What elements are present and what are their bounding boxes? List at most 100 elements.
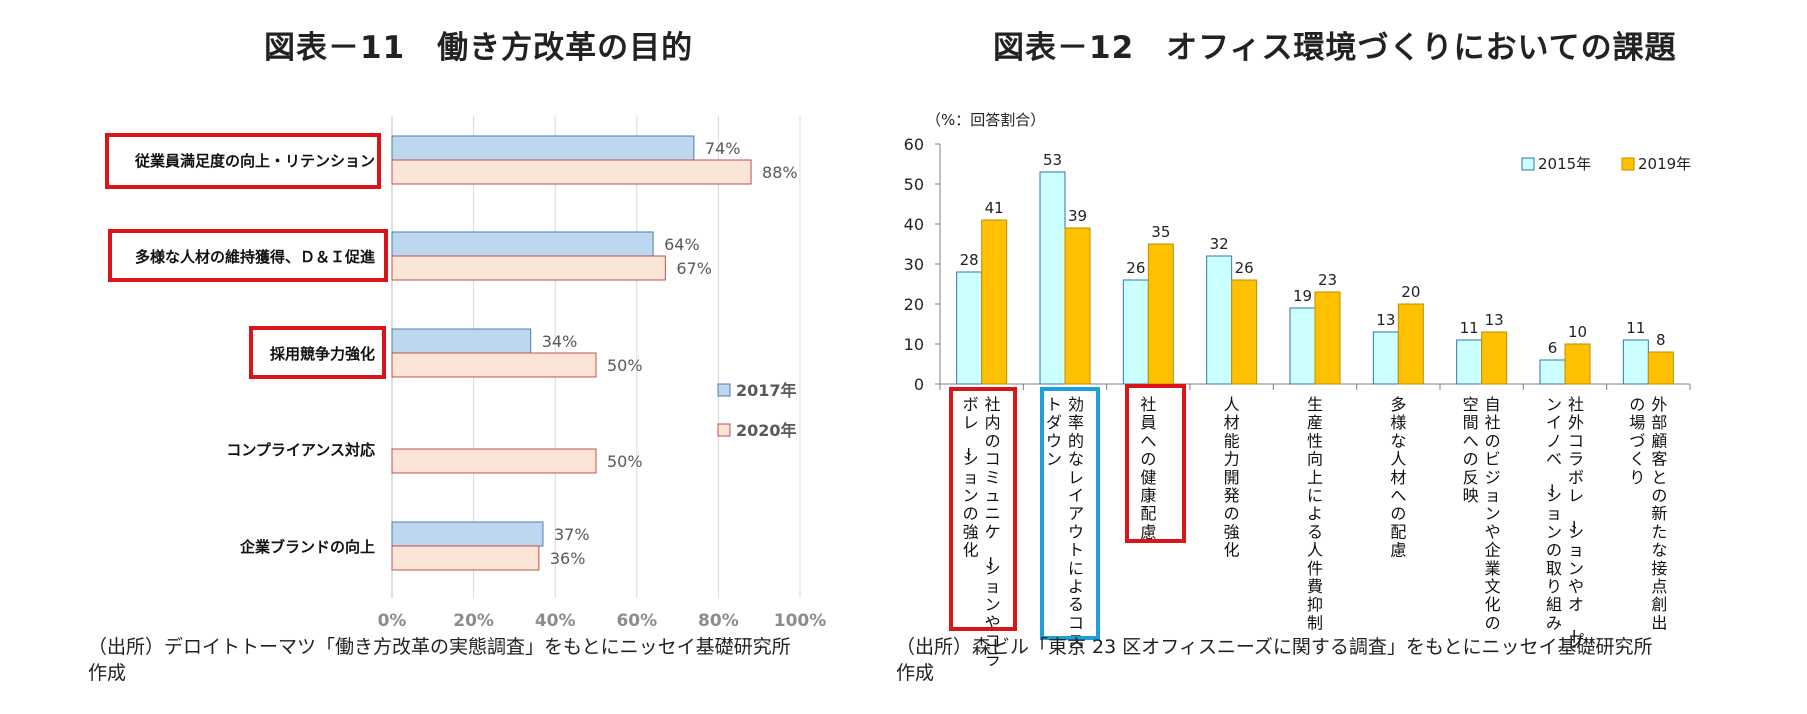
left-bar-2017年 — [391, 135, 695, 161]
left-bar-value-label: 74% — [705, 139, 741, 158]
right-chart-title: 図表－12 オフィス環境づくりにおいての課題 — [993, 30, 1677, 66]
left-category-label: コンプライアンス対応 — [226, 441, 375, 459]
right-y-tick-label: 20 — [904, 295, 924, 314]
right-bar-2015年 — [1289, 307, 1316, 385]
right-bar-2019年 — [1314, 291, 1341, 385]
right-category-label: 人材能力開発の強化 — [1224, 395, 1240, 560]
left-bar-2020年 — [391, 255, 666, 281]
left-x-tick-label: 80% — [698, 611, 739, 631]
right-highlight-box-red — [1125, 384, 1186, 543]
right-bar-value-label: 8 — [1656, 331, 1666, 349]
left-highlight-box — [105, 133, 381, 189]
right-bar-value-label: 13 — [1485, 311, 1504, 329]
right-bar-value-label: 32 — [1210, 235, 1229, 253]
right-bar-value-label: 35 — [1151, 223, 1170, 241]
right-bar-2019年 — [1231, 279, 1258, 385]
right-bar-2019年 — [1064, 227, 1091, 385]
left-bar-2017年 — [391, 328, 532, 354]
left-source-note: （出所）デロイトトーマツ「働き方改革の実態調査」をもとにニッセイ基礎研究所 作成 — [88, 634, 791, 686]
right-bar-value-label: 13 — [1376, 311, 1395, 329]
left-bar-value-label: 36% — [550, 549, 586, 568]
right-y-axis-unit: （%：回答割合） — [926, 111, 1045, 129]
left-category-label: 従業員満足度の向上・リテンション — [134, 152, 375, 170]
left-x-tick-label: 100% — [774, 611, 827, 631]
left-legend-swatch-2020 — [717, 423, 731, 437]
left-highlight-box — [249, 326, 386, 379]
right-y-tick-label: 10 — [904, 335, 924, 354]
right-category-label: ンイノベーションの取り組み — [1542, 395, 1562, 632]
right-y-tick-label: 60 — [904, 135, 924, 154]
right-bar-2019年 — [1647, 351, 1674, 385]
right-category-label: 効率的なレイアウトによるコス — [1068, 395, 1084, 651]
left-x-tick-label: 0% — [378, 611, 407, 631]
right-y-tick-label: 50 — [904, 175, 924, 194]
left-x-tick-label: 40% — [535, 611, 576, 631]
right-highlight-box-red — [949, 387, 1017, 631]
right-bar-2019年 — [1397, 303, 1424, 385]
right-bar-2015年 — [956, 271, 983, 385]
left-legend-label-2020: 2020年 — [736, 421, 797, 440]
right-category-label: 多様な人材への配慮 — [1390, 395, 1406, 560]
left-legend-swatch-2017 — [717, 383, 731, 397]
left-category-label: 多様な人材の維持獲得、Ｄ＆Ｉ促進 — [135, 248, 376, 266]
left-bar-value-label: 64% — [664, 235, 700, 254]
right-bar-value-label: 26 — [1235, 259, 1254, 277]
left-bar-2020年 — [391, 352, 597, 378]
right-category-label: トダウン — [1046, 395, 1062, 469]
right-bar-value-label: 28 — [960, 251, 979, 269]
left-bar-2020年 — [391, 159, 752, 185]
left-bar-2017年 — [391, 231, 654, 257]
right-category-label: 社員への健康配慮 — [1140, 395, 1156, 541]
right-source-line2: 作成 — [896, 662, 935, 684]
left-bar-2020年 — [391, 448, 597, 474]
right-bar-value-label: 11 — [1460, 319, 1479, 337]
right-bar-2019年 — [1564, 343, 1591, 385]
left-x-tick-label: 60% — [616, 611, 657, 631]
left-source-line1: （出所）デロイトトーマツ「働き方改革の実態調査」をもとにニッセイ基礎研究所 — [88, 636, 791, 658]
right-source-note: （出所）森ビル「東京 23 区オフィスニーズに関する調査」をもとにニッセイ基礎研… — [896, 634, 1653, 686]
left-bar-value-label: 88% — [762, 163, 798, 182]
right-source-line1: （出所）森ビル「東京 23 区オフィスニーズに関する調査」をもとにニッセイ基礎研… — [896, 636, 1653, 658]
left-source-line2: 作成 — [88, 662, 127, 684]
left-bar-2020年 — [391, 545, 540, 571]
right-category-label: の場づくり — [1629, 395, 1645, 487]
right-bar-value-label: 11 — [1626, 319, 1645, 337]
right-bar-2015年 — [1456, 339, 1483, 385]
right-y-tick-label: 30 — [904, 255, 924, 274]
left-bar-value-label: 67% — [676, 259, 712, 278]
right-category-label: 空間への反映 — [1463, 395, 1479, 505]
right-bar-2015年 — [1622, 339, 1649, 385]
left-bar-2017年 — [391, 521, 544, 547]
right-bar-2015年 — [1122, 279, 1149, 385]
right-y-tick-label: 0 — [914, 375, 924, 394]
right-bar-value-label: 10 — [1568, 323, 1587, 341]
left-bar-value-label: 37% — [554, 525, 590, 544]
right-bar-2019年 — [1147, 243, 1174, 385]
left-highlight-box — [108, 229, 388, 282]
right-bar-value-label: 20 — [1401, 283, 1420, 301]
right-bar-value-label: 6 — [1548, 339, 1558, 357]
right-bar-value-label: 41 — [985, 199, 1004, 217]
right-bar-value-label: 39 — [1068, 207, 1087, 225]
right-bar-value-label: 19 — [1293, 287, 1312, 305]
right-bar-2015年 — [1206, 255, 1233, 385]
right-y-tick-label: 40 — [904, 215, 924, 234]
right-bar-value-label: 23 — [1318, 271, 1337, 289]
right-category-label: 自社のビジョンや企業文化の — [1485, 395, 1501, 632]
left-chart-title: 図表－11 働き方改革の目的 — [264, 30, 694, 66]
left-category-label: 採用競争力強化 — [270, 345, 375, 363]
left-category-label: 企業ブランドの向上 — [239, 538, 375, 556]
right-bar-2019年 — [981, 219, 1008, 385]
right-legend-label-2019: 2019年 — [1638, 155, 1691, 173]
right-category-label: 社外コラボレーションやオープ — [1564, 395, 1584, 651]
right-bar-value-label: 53 — [1043, 151, 1062, 169]
right-category-label: 外部顧客との新たな接点創出 — [1651, 395, 1667, 632]
left-bar-value-label: 34% — [542, 332, 578, 351]
left-bar-value-label: 50% — [607, 452, 643, 471]
right-legend-label-2015: 2015年 — [1538, 155, 1591, 173]
right-legend-swatch-2015 — [1521, 157, 1535, 171]
right-bar-2015年 — [1539, 359, 1566, 385]
left-bar-value-label: 50% — [607, 356, 643, 375]
right-bar-2019年 — [1481, 331, 1508, 385]
